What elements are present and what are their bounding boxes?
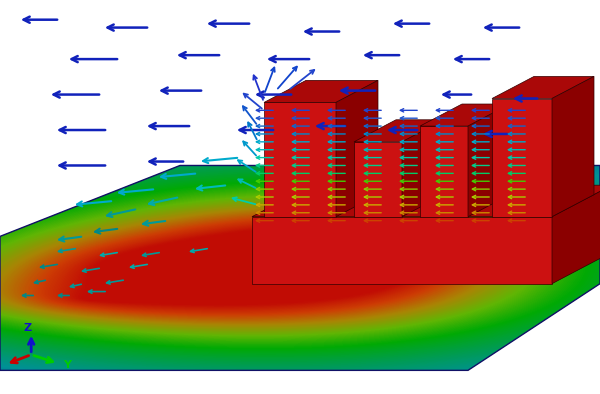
Polygon shape (354, 142, 402, 217)
Polygon shape (402, 120, 444, 217)
Polygon shape (420, 104, 510, 126)
Polygon shape (492, 76, 594, 98)
Polygon shape (252, 217, 552, 284)
Polygon shape (468, 104, 510, 217)
Polygon shape (420, 126, 468, 217)
Polygon shape (336, 80, 378, 217)
Polygon shape (264, 80, 378, 102)
Polygon shape (552, 76, 594, 217)
Polygon shape (264, 102, 336, 217)
Polygon shape (252, 185, 600, 217)
Polygon shape (492, 98, 552, 217)
Polygon shape (552, 185, 600, 284)
Polygon shape (0, 165, 600, 370)
Polygon shape (354, 120, 444, 142)
Text: Y: Y (63, 361, 71, 370)
Text: Z: Z (23, 323, 32, 333)
